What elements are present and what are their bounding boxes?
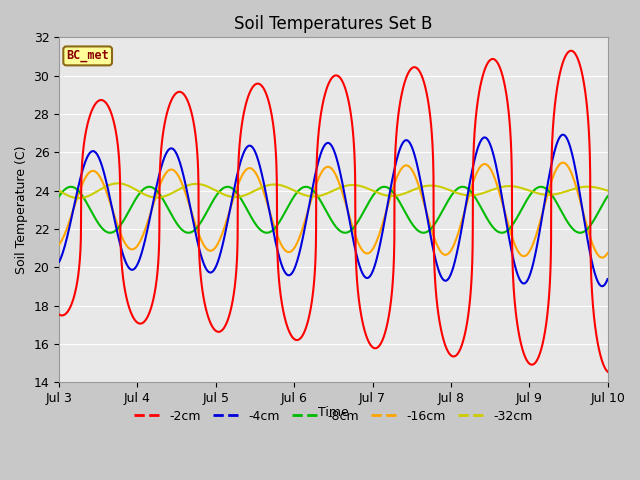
Title: Soil Temperatures Set B: Soil Temperatures Set B	[234, 15, 433, 33]
X-axis label: Time: Time	[318, 407, 349, 420]
Text: BC_met: BC_met	[67, 49, 109, 62]
Y-axis label: Soil Temperature (C): Soil Temperature (C)	[15, 145, 28, 274]
Legend: -2cm, -4cm, -8cm, -16cm, -32cm: -2cm, -4cm, -8cm, -16cm, -32cm	[129, 405, 538, 428]
